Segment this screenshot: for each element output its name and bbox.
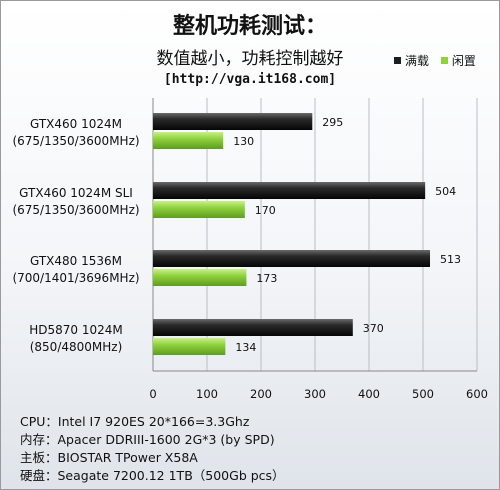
test-platform-specs: CPU：Intel I7 920ES 20*166=3.3Ghz 内存：Apac… [20, 413, 285, 485]
x-tick-label: 500 [412, 387, 434, 401]
spec-cpu: CPU：Intel I7 920ES 20*166=3.3Ghz [20, 414, 250, 429]
bar-full-load [153, 250, 431, 267]
bar-full-load [153, 113, 313, 130]
legend-label-full-load: 满载 [405, 54, 430, 68]
data-label: 370 [363, 322, 384, 335]
spec-hdd: 硬盘：Seagate 7200.12 1TB（500Gb pcs） [20, 468, 285, 483]
bar-idle [153, 132, 224, 149]
bar-idle [153, 201, 245, 218]
chart-title: 整机功耗测试： [172, 14, 327, 39]
bar-idle [153, 269, 247, 286]
spec-motherboard: 主板：BIOSTAR TPower X58A [20, 450, 198, 465]
legend: 满载 闲置 [394, 52, 484, 69]
chart-subtitle: 数值越小，功耗控制越好 [156, 49, 344, 69]
data-label: 173 [256, 272, 277, 285]
data-label: 170 [255, 204, 276, 217]
legend-label-idle: 闲置 [451, 54, 476, 68]
bar-full-load [153, 182, 426, 199]
category-label: (700/1401/3696MHz) [12, 271, 139, 285]
spec-memory: 内存：Apacer DDRIII-1600 2G*3 (by SPD) [20, 432, 275, 447]
source-url: [http://vga.it168.com] [163, 72, 337, 87]
x-tick-label: 200 [250, 387, 272, 401]
legend-item-full-load: 满载 [394, 52, 429, 69]
category-label: GTX480 1536M [30, 254, 122, 268]
x-tick-label: 400 [358, 387, 380, 401]
category-label: (850/4800MHz) [30, 340, 123, 354]
legend-swatch-idle [440, 57, 448, 64]
x-tick-label: 300 [304, 387, 326, 401]
x-tick-label: 600 [466, 387, 488, 401]
data-label: 134 [235, 341, 256, 354]
category-label: (675/1350/3600MHz) [12, 203, 139, 217]
data-label: 295 [322, 116, 343, 129]
legend-swatch-full-load [394, 57, 401, 64]
category-label: (675/1350/3600MHz) [12, 134, 139, 148]
x-tick-label: 0 [149, 387, 156, 401]
category-label: HD5870 1024M [29, 323, 123, 337]
x-tick-label: 100 [196, 387, 218, 401]
data-label: 513 [440, 253, 461, 266]
data-label: 504 [435, 185, 456, 198]
bar-idle [153, 338, 226, 355]
legend-item-idle: 闲置 [440, 52, 476, 69]
data-label: 130 [233, 135, 254, 148]
category-label: GTX460 1024M [30, 117, 122, 131]
category-label: GTX460 1024M SLI [19, 186, 133, 200]
bar-full-load [153, 319, 353, 336]
